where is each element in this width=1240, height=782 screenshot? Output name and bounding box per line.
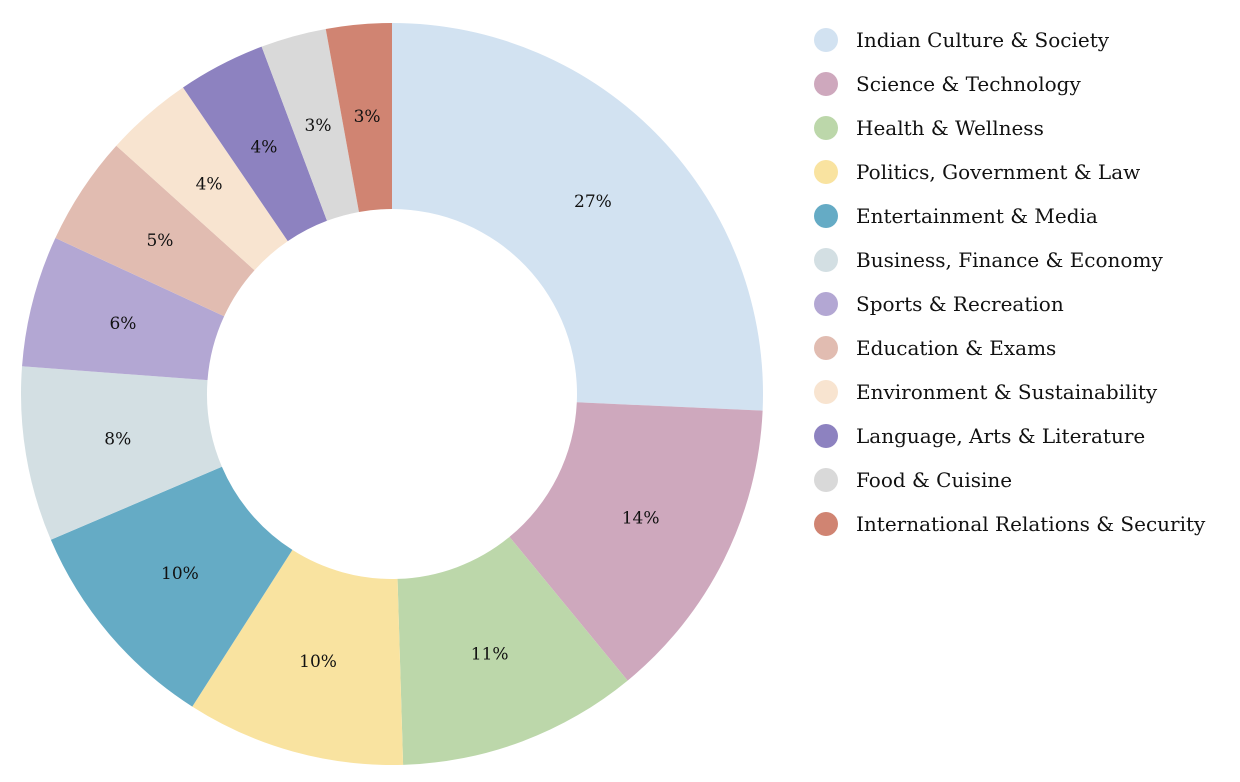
- chart-legend: Indian Culture & Society Science & Techno…: [814, 18, 1234, 546]
- slice-label-1: 14%: [622, 508, 660, 528]
- slice-label-10: 3%: [305, 116, 332, 136]
- legend-label-6: Sports & Recreation: [856, 292, 1064, 316]
- legend-item-1: Science & Technology: [814, 62, 1234, 106]
- chart-slice-labels: 27% 14% 11% 10% 10% 8% 6% 5% 4% 4% 3% 3%: [104, 107, 659, 672]
- donut-chart: 27% 14% 11% 10% 10% 8% 6% 5% 4% 4% 3% 3%: [21, 23, 763, 765]
- slice-0: [392, 23, 763, 411]
- legend-item-10: Food & Cuisine: [814, 458, 1234, 502]
- legend-swatch-7: [814, 336, 838, 360]
- slice-label-5: 8%: [104, 430, 131, 450]
- legend-label-9: Language, Arts & Literature: [856, 424, 1146, 448]
- legend-item-7: Education & Exams: [814, 326, 1234, 370]
- slice-7: [55, 145, 255, 317]
- slice-5: [21, 366, 222, 540]
- slice-3: [192, 549, 404, 765]
- slice-label-3: 10%: [299, 652, 337, 672]
- legend-item-6: Sports & Recreation: [814, 282, 1234, 326]
- slice-2: [397, 536, 628, 765]
- legend-item-9: Language, Arts & Literature: [814, 414, 1234, 458]
- slice-4: [50, 466, 293, 707]
- legend-label-5: Business, Finance & Economy: [856, 248, 1163, 272]
- slice-1: [509, 402, 763, 681]
- legend-item-11: International Relations & Security: [814, 502, 1234, 546]
- legend-label-11: International Relations & Security: [856, 512, 1206, 536]
- legend-label-1: Science & Technology: [856, 72, 1081, 96]
- slice-label-2: 11%: [471, 644, 509, 664]
- legend-swatch-8: [814, 380, 838, 404]
- slice-label-4: 10%: [161, 564, 199, 584]
- legend-item-8: Environment & Sustainability: [814, 370, 1234, 414]
- legend-item-4: Entertainment & Media: [814, 194, 1234, 238]
- slice-label-8: 4%: [196, 175, 223, 195]
- slice-label-0: 27%: [574, 192, 612, 212]
- slice-label-11: 3%: [354, 107, 381, 127]
- legend-label-7: Education & Exams: [856, 336, 1057, 360]
- legend-label-0: Indian Culture & Society: [856, 28, 1110, 52]
- legend-item-0: Indian Culture & Society: [814, 18, 1234, 62]
- legend-swatch-2: [814, 116, 838, 140]
- slice-9: [183, 46, 327, 242]
- slice-6: [22, 238, 225, 381]
- legend-swatch-1: [814, 72, 838, 96]
- chart-slices: [21, 23, 763, 765]
- legend-label-8: Environment & Sustainability: [856, 380, 1158, 404]
- legend-swatch-0: [814, 28, 838, 52]
- legend-swatch-10: [814, 468, 838, 492]
- slice-label-6: 6%: [109, 314, 136, 334]
- slice-label-7: 5%: [146, 231, 173, 251]
- legend-label-2: Health & Wellness: [856, 116, 1044, 140]
- legend-swatch-3: [814, 160, 838, 184]
- legend-swatch-11: [814, 512, 838, 536]
- legend-item-3: Politics, Government & Law: [814, 150, 1234, 194]
- legend-swatch-9: [814, 424, 838, 448]
- legend-swatch-6: [814, 292, 838, 316]
- legend-label-10: Food & Cuisine: [856, 468, 1013, 492]
- legend-item-5: Business, Finance & Economy: [814, 238, 1234, 282]
- legend-swatch-5: [814, 248, 838, 272]
- slice-label-9: 4%: [250, 137, 277, 157]
- legend-item-2: Health & Wellness: [814, 106, 1234, 150]
- legend-label-3: Politics, Government & Law: [856, 160, 1141, 184]
- slice-8: [116, 87, 288, 271]
- legend-label-4: Entertainment & Media: [856, 204, 1098, 228]
- slice-11: [325, 23, 392, 212]
- legend-swatch-4: [814, 204, 838, 228]
- slice-10: [261, 28, 359, 221]
